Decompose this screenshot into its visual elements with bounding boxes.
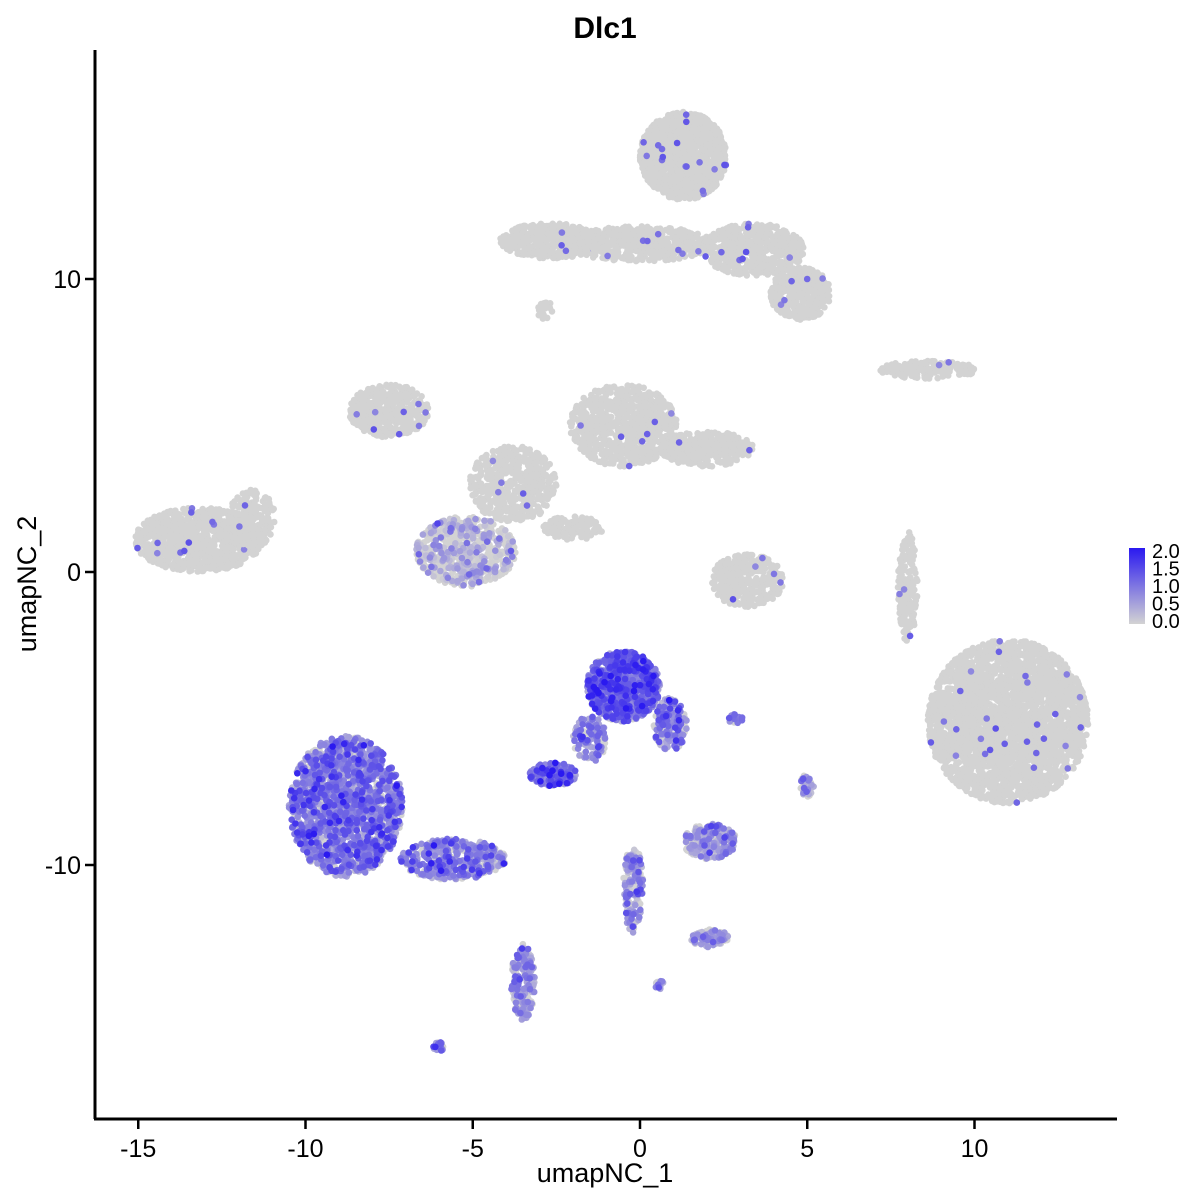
cluster-bottom-center-stalk — [620, 846, 647, 936]
cluster-center-left-arm — [346, 381, 432, 441]
cluster-upper-center-stalk — [650, 695, 690, 753]
cluster-small-left-of-top — [535, 299, 556, 322]
cluster-bottom-right-small — [682, 820, 739, 863]
x-tick-label: -5 — [462, 1135, 484, 1163]
x-tick-label: 5 — [800, 1135, 814, 1163]
cluster-center-hub — [467, 443, 560, 525]
cluster-center-right-tip — [657, 428, 756, 470]
y-tick-label: 10 — [53, 266, 81, 294]
cluster-top-right-left-lobe — [497, 220, 602, 262]
color-legend: 2.01.51.00.50.0 — [1129, 541, 1180, 633]
cluster-far-left — [132, 505, 265, 575]
cluster-bottom-center-tip — [688, 926, 732, 951]
cluster-small-center-right — [709, 551, 786, 610]
cluster-center-bottom-lobe — [413, 514, 519, 590]
legend-label: 0.0 — [1152, 611, 1180, 633]
cluster-lower-left-stalk — [508, 940, 538, 1023]
cluster-small-right-dots — [797, 772, 817, 800]
scatter-points — [132, 108, 1092, 1054]
cluster-far-left-wing — [225, 486, 278, 550]
cluster-tiny-right — [725, 711, 746, 727]
cluster-thin-right-column — [894, 529, 921, 644]
cluster-top-right-upper — [636, 108, 730, 203]
legend-label: 1.5 — [1152, 559, 1180, 581]
cluster-top-right-tail — [767, 264, 833, 323]
x-tick-label: -15 — [120, 1135, 156, 1163]
legend-label: 1.0 — [1152, 576, 1180, 598]
y-tick-label: 0 — [67, 559, 81, 587]
cluster-top-right-right-arm — [701, 220, 807, 279]
cluster-center-right-arm — [566, 382, 680, 470]
legend-colorbar — [1129, 548, 1145, 624]
cluster-upper-center-cluster — [584, 648, 664, 725]
x-tick-label: 10 — [961, 1135, 989, 1163]
cluster-connecting-arm — [570, 713, 609, 764]
cluster-center-lower-right-streak — [540, 513, 605, 543]
x-tick-label: 0 — [633, 1135, 647, 1163]
cluster-tiny-bottom — [430, 1039, 447, 1054]
cluster-large-lower-left — [285, 733, 406, 880]
x-tick-label: -10 — [287, 1135, 323, 1163]
y-axis-label: umapNC_2 — [12, 516, 42, 653]
cluster-large-right — [924, 638, 1092, 807]
x-axis-label: umapNC_1 — [537, 1158, 674, 1188]
chart-title: Dlc1 — [573, 12, 636, 45]
cluster-right-streak — [877, 357, 978, 382]
y-axis-ticks: -10 0 10 — [45, 266, 95, 880]
cluster-tiny-bottom-center — [652, 977, 667, 993]
legend-label: 2.0 — [1152, 541, 1180, 563]
y-tick-label: -10 — [45, 852, 81, 880]
x-axis-ticks: -15 -10 -5 0 5 10 — [120, 1119, 988, 1163]
cluster-large-lower-left-tail — [397, 835, 509, 883]
cluster-small-mid-left — [526, 759, 579, 789]
legend-label: 0.5 — [1152, 594, 1180, 616]
